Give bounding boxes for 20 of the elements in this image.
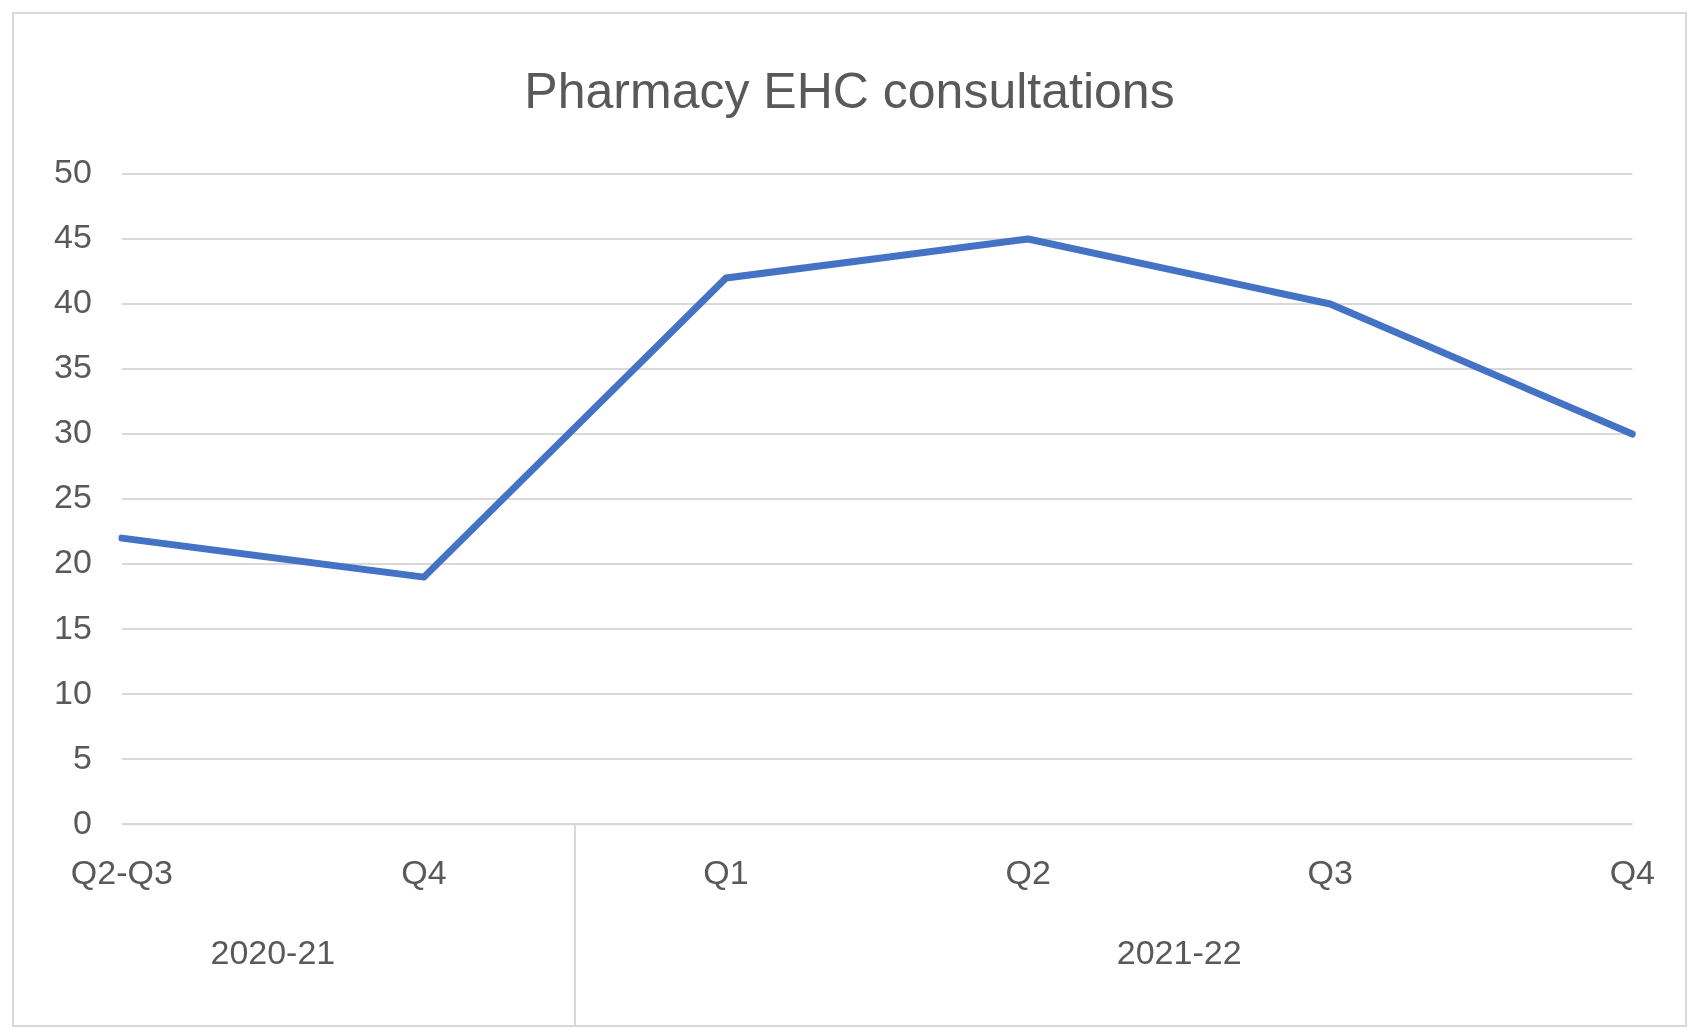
y-tick-label: 10 bbox=[53, 672, 92, 711]
y-tick-label: 25 bbox=[53, 477, 92, 516]
x-tick-label: Q1 bbox=[703, 852, 749, 891]
x-tick-label: Q3 bbox=[1307, 852, 1353, 891]
x-tick-label: Q2-Q3 bbox=[70, 852, 173, 891]
x-tick-label: Q4 bbox=[401, 852, 447, 891]
y-tick-label: 5 bbox=[72, 737, 92, 776]
text: 2021-22 bbox=[1116, 932, 1242, 971]
y-tick-label: 50 bbox=[53, 152, 92, 191]
y-tick-label: 30 bbox=[53, 412, 92, 451]
y-tick-label: 20 bbox=[53, 542, 92, 581]
y-tick-label: 15 bbox=[53, 607, 92, 646]
y-tick-label: 35 bbox=[53, 347, 92, 386]
y-tick-label: 45 bbox=[53, 217, 92, 256]
x-tick-label: Q2 bbox=[1005, 852, 1051, 891]
y-tick-label: 40 bbox=[53, 282, 92, 321]
text: 2020-21 bbox=[210, 932, 336, 971]
y-tick-label: 0 bbox=[72, 802, 92, 841]
chart-title: Pharmacy EHC consultations bbox=[524, 62, 1175, 119]
x-tick-label: Q4 bbox=[1609, 852, 1655, 891]
